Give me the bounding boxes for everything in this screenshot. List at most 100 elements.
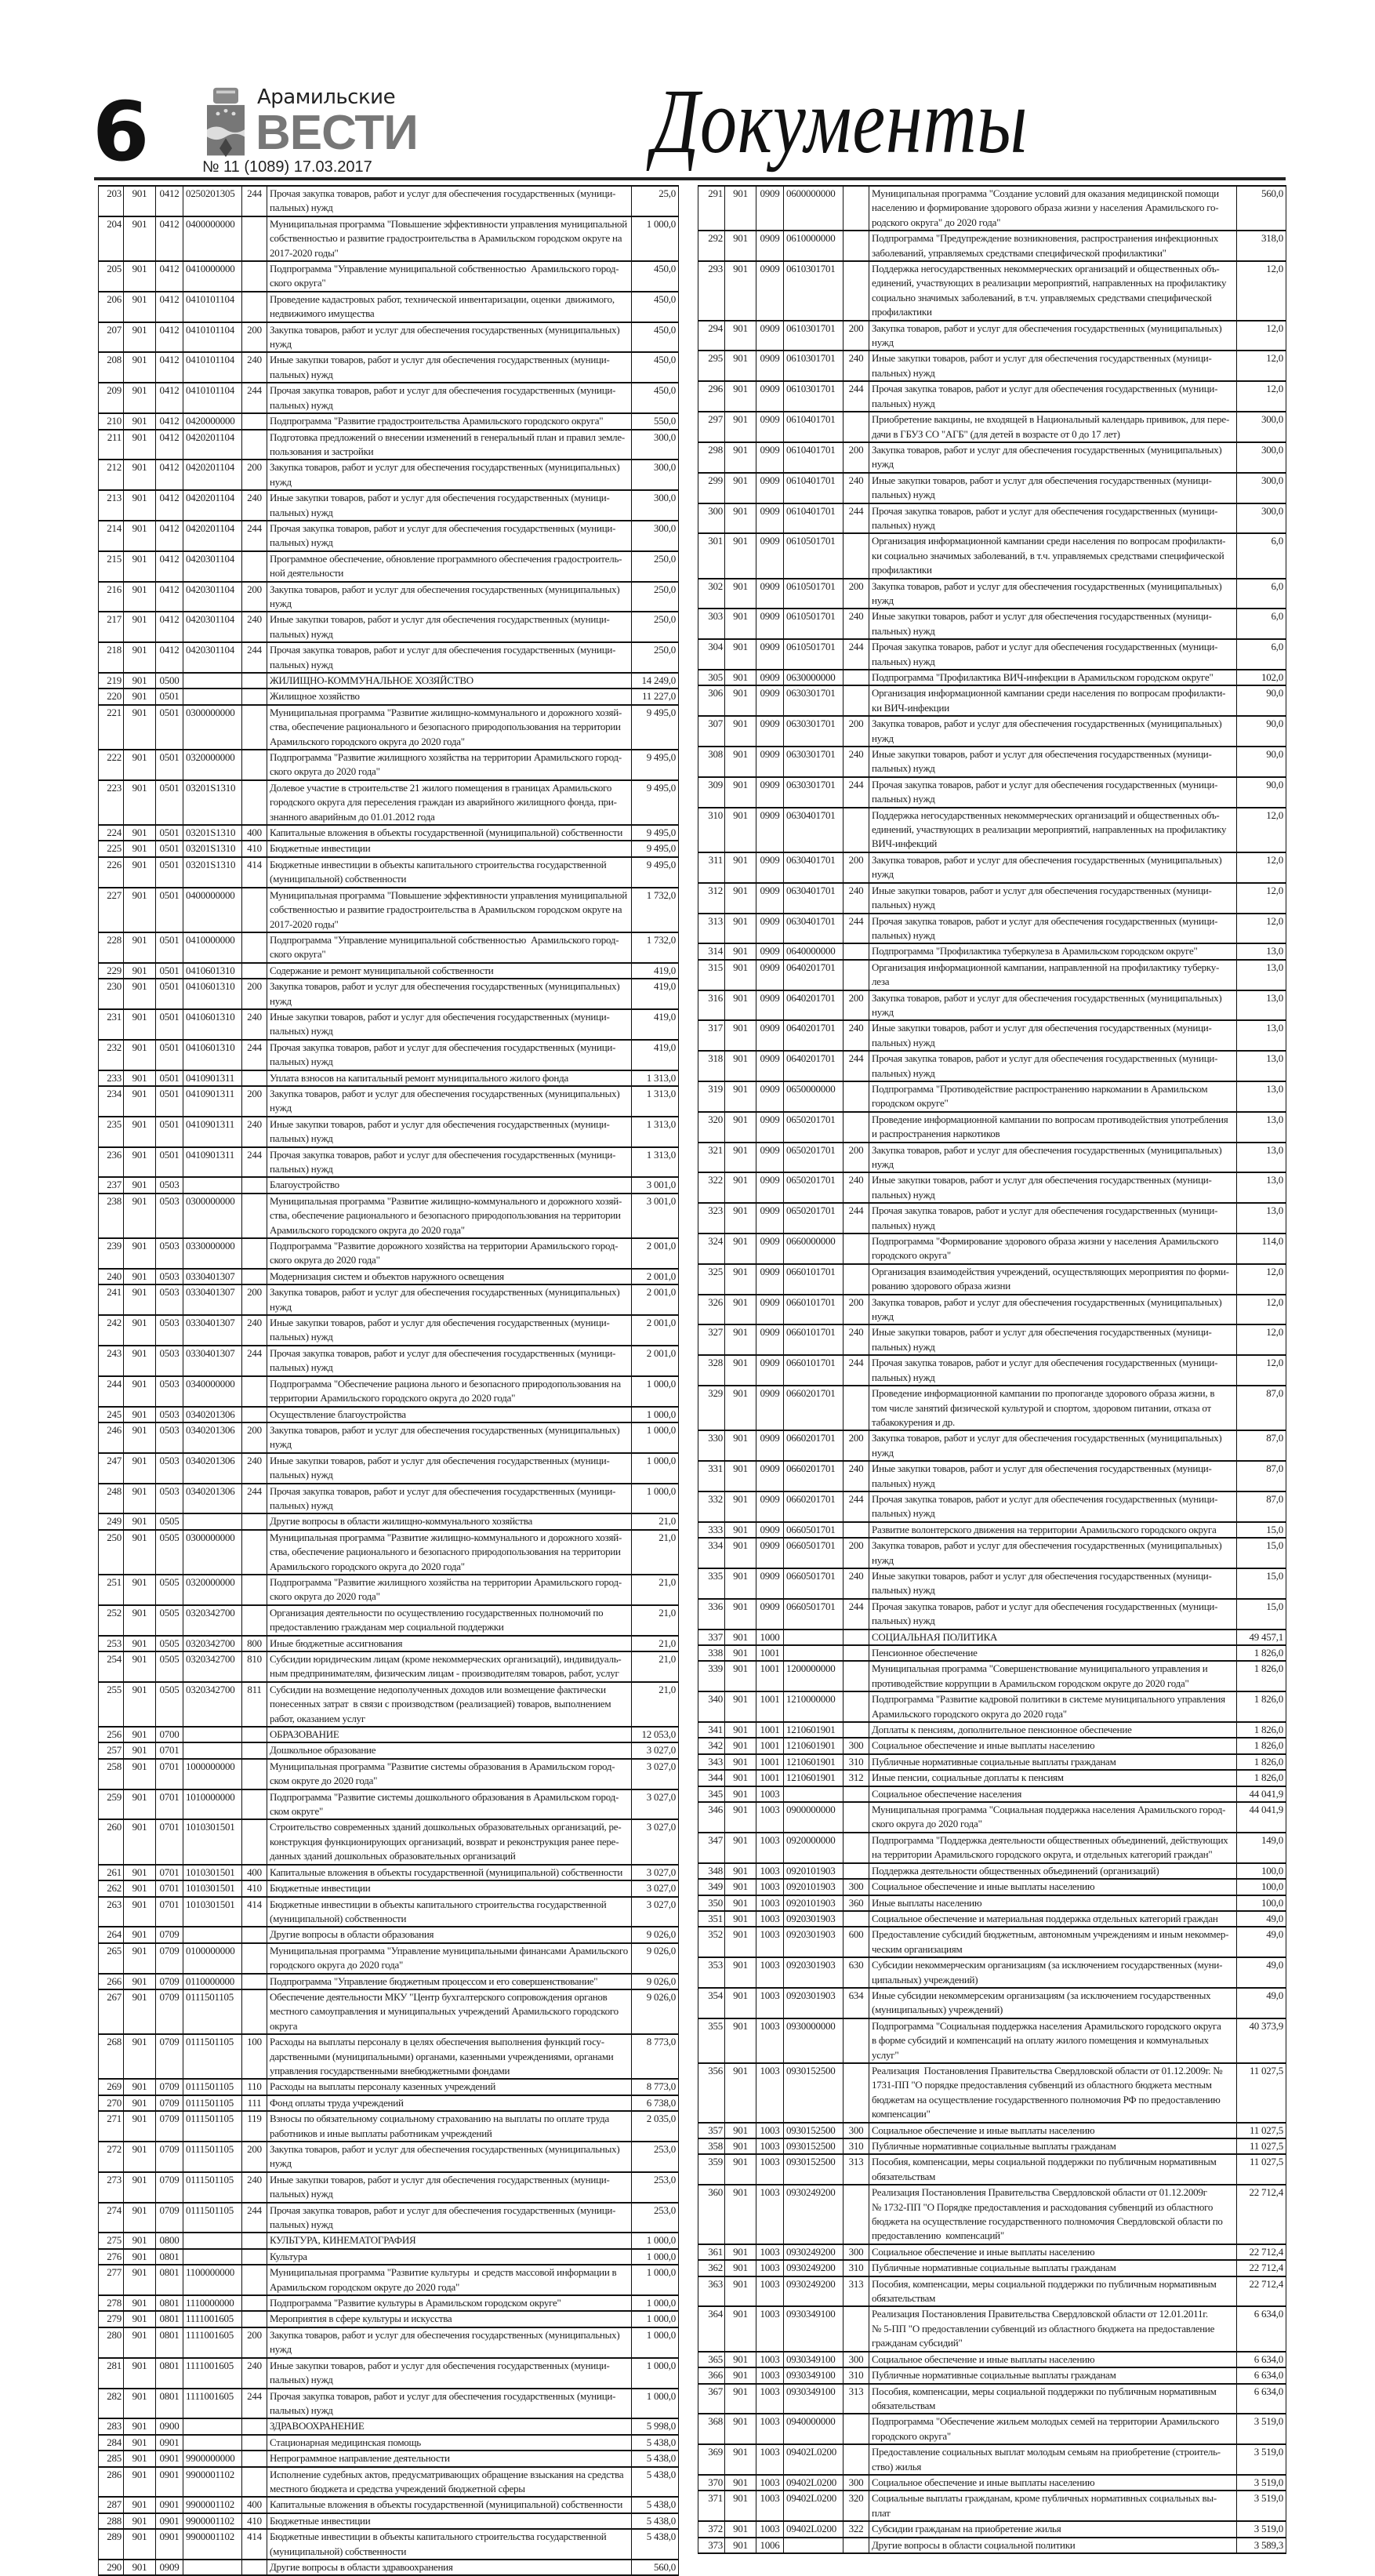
row-amount: 1 000,0 [631,2326,679,2359]
table-row: 232 901 0501 0410601310 244 Прочая закупка то… [98,1038,679,1071]
row-number: 332 [698,1490,725,1523]
target-article-code: 0111501105 [183,2201,242,2234]
row-number: 331 [698,1460,725,1492]
row-amount: 12 053,0 [631,1726,679,1744]
admin-code: 901 [724,502,756,535]
section-code: 0909 [756,851,784,884]
expense-type-code [241,428,267,461]
expense-type-code: 360 [843,1894,869,1912]
expense-type-code [843,2305,869,2353]
section-code: 0503 [155,1375,183,1408]
row-number: 251 [98,1573,124,1606]
row-description: Социальное обеспечение населения [869,1785,1237,1804]
row-number: 215 [98,550,124,583]
table-row: 245 901 0503 0340201306 Осуществление благоу… [98,1405,679,1423]
target-article-code: 0920301903 [783,1986,844,2019]
row-number: 279 [98,2310,124,2328]
expense-type-code: 312 [843,1769,869,1787]
section-code: 0909 [756,1110,784,1143]
row-amount: 419,0 [631,1008,679,1041]
row-description: Прочая закупка товаров, работ и услуг дл… [267,382,632,415]
target-article-code: 0420201104 [183,489,242,521]
target-article-code: 0660101701 [783,1263,844,1295]
section-code: 0501 [155,749,183,781]
section-code: 1001 [756,1737,784,1755]
target-article-code: 1100000000 [183,2264,242,2297]
row-description: Иные закупки товаров, работ и услуг для … [869,350,1237,383]
target-article-code: 0640000000 [783,943,844,961]
expense-type-code [241,1237,267,1270]
target-article-code: 0630301701 [783,685,844,718]
expense-type-code [241,260,267,292]
table-row: 356 901 1003 0930152500 Реализация Постановл… [698,2062,1286,2124]
target-article-code: 0410000000 [183,260,242,292]
target-article-code: 0300000000 [183,1528,242,1575]
expense-type-code: 200 [843,1141,869,1174]
expense-type-code: 240 [241,2356,267,2389]
table-row: 203 901 0412 0250201305 244 Прочая закупка то… [98,185,679,217]
target-article-code [783,1628,844,1647]
section-code: 1003 [756,1785,784,1804]
expense-type-code [241,1972,267,1990]
section-code: 0909 [756,685,784,718]
row-number: 274 [98,2201,124,2234]
section-code: 0412 [155,382,183,415]
row-amount: 300,0 [1236,502,1286,535]
row-amount: 1 000,0 [631,2356,679,2389]
target-article-code [783,1785,844,1804]
table-row: 228 901 0501 0410000000 Подпрограмма "Управл… [98,931,679,964]
target-article-code: 1210601901 [783,1769,844,1787]
row-description: Подпрограмма "Поддержка деятельности общ… [869,1831,1237,1864]
row-number: 302 [698,577,725,610]
section-code: 1003 [756,2137,784,2156]
target-article-code [183,2418,242,2436]
row-description: Публичные нормативные социальные выплаты… [869,2259,1237,2277]
row-number: 325 [698,1263,725,1295]
admin-code: 901 [123,489,156,521]
row-amount: 1 826,0 [1236,1721,1286,1739]
row-description: Подпрограмма "Обеспечение рациона льного… [267,1375,632,1408]
row-number: 321 [698,1141,725,1174]
target-article-code: 0930152500 [783,2062,844,2124]
row-description: Муниципальная программа "Развитие жилищн… [267,1192,632,1240]
expense-type-code: 240 [241,611,267,644]
target-article-code: 0930152500 [783,2121,844,2140]
expense-type-code: 240 [843,881,869,914]
target-article-code: 0250201305 [183,185,242,217]
target-article-code: 0610501701 [783,608,844,641]
row-number: 296 [698,380,725,413]
row-amount: 12,0 [1236,380,1286,413]
row-amount: 13,0 [1236,958,1286,991]
section-code: 1003 [756,2062,784,2124]
row-amount: 1 826,0 [1236,1753,1286,1771]
expense-type-code: 200 [843,715,869,748]
target-article-code: 0410601310 [183,961,242,980]
row-amount: 1 000,0 [631,2294,679,2313]
target-article-code: 0630301701 [783,776,844,808]
expense-type-code [843,668,869,687]
target-article-code: 0630301701 [783,715,844,748]
table-row: 222 901 0501 0320000000 Подпрограмма "Развит… [98,749,679,781]
admin-code: 901 [123,1237,156,1270]
target-article-code: 0111501105 [183,1988,242,2036]
expense-type-code [843,1721,869,1739]
row-amount: 3 027,0 [631,1742,679,1760]
row-description: Закупка товаров, работ и услуг для обесп… [267,978,632,1010]
row-description: Закупка товаров, работ и услуг для обесп… [267,2141,632,2173]
table-row: 298 901 0909 0610401701 200 Закупка товаров, … [698,441,1286,474]
expense-type-code: 200 [241,1284,267,1317]
expense-type-code [241,1375,267,1408]
issue-info: № 11 (1089) 17.03.2017 [202,158,372,176]
table-row: 297 901 0909 0610401701 Приобретение вакцины… [698,411,1286,443]
row-description: Подпрограмма "Развитие градостроительств… [267,412,632,431]
row-description: Социальное обеспечение и иные выплаты на… [869,1737,1237,1755]
target-article-code [183,2433,242,2452]
section-code: 0909 [756,411,784,443]
row-amount: 1 313,0 [631,1085,679,1117]
section-code: 1003 [756,2243,784,2262]
row-description: Иные закупки товаров, работ и услуг для … [869,746,1237,778]
row-amount: 1 313,0 [631,1069,679,1087]
row-number: 291 [698,184,725,232]
row-description: Организация информационной кампании сред… [869,685,1237,718]
row-number: 286 [98,2465,124,2498]
